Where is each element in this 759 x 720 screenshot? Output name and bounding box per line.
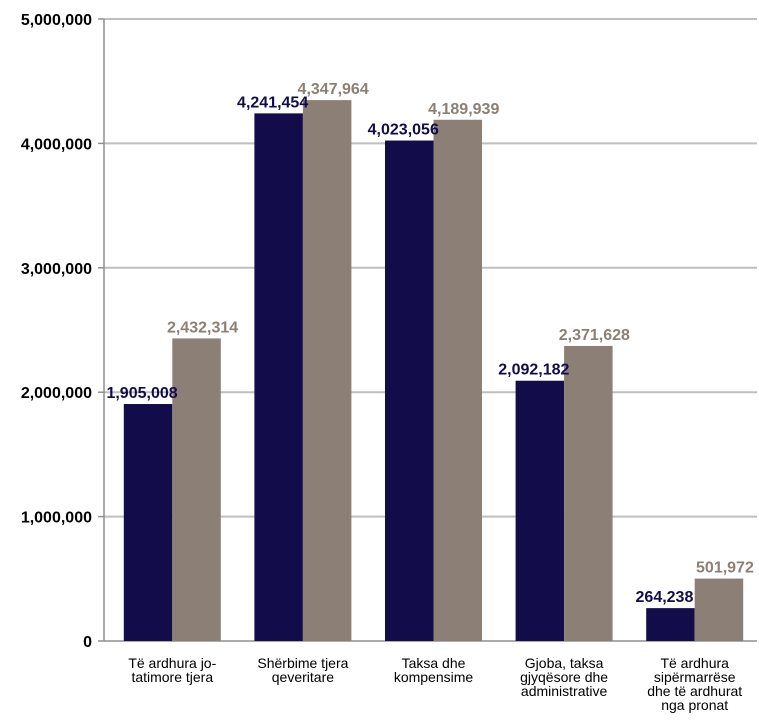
x-tick-label-line: dhe të ardhurat <box>647 683 742 699</box>
x-tick-label-line: kompensime <box>394 669 474 685</box>
x-tick-label-line: Taksa dhe <box>402 655 466 671</box>
x-tick-label: Shërbime tjera qeveritare <box>257 655 348 685</box>
bar-series-2 <box>433 119 482 641</box>
x-tick-label-line: qeveritare <box>272 669 334 685</box>
x-tick-label: Të ardhura sipërmarrëse dhe të ardhurat nga… <box>647 655 742 713</box>
y-tick-label: 5,000,000 <box>21 12 92 29</box>
data-label-series-1: 4,241,454 <box>237 94 308 111</box>
x-tick-label-line: Të ardhura jo- <box>128 655 216 671</box>
x-tick-label-line: gjyqësore dhe <box>520 669 608 685</box>
bar-series-1 <box>515 380 565 641</box>
x-tick-label-line: tatimore tjera <box>131 669 213 685</box>
x-axis: Të ardhura jo-tatimore tjera Shërbime tje… <box>128 655 742 713</box>
data-label-series-2: 2,371,628 <box>559 327 630 344</box>
x-tick-label-line: sipërmarrëse <box>654 669 736 685</box>
data-label-series-1: 2,092,182 <box>498 362 569 379</box>
y-tick-label: 3,000,000 <box>21 261 92 278</box>
y-tick-label: 2,000,000 <box>21 385 92 402</box>
y-tick-label: 4,000,000 <box>21 136 92 153</box>
bar-series-1 <box>123 404 173 641</box>
data-label-series-2: 2,432,314 <box>167 319 238 336</box>
bar-series-1 <box>385 140 434 641</box>
x-tick-label-line: nga pronat <box>661 697 728 713</box>
x-tick-label-line: Gjoba, taksa <box>525 655 604 671</box>
data-label-series-1: 264,238 <box>636 589 694 606</box>
bar-series-2 <box>172 338 221 641</box>
bar-series-2 <box>564 345 613 641</box>
bar-series-1 <box>254 113 303 642</box>
data-label-series-2: 4,347,964 <box>298 81 369 98</box>
y-tick-label: 0 <box>83 634 92 651</box>
x-tick-label-line: Të ardhura <box>660 655 729 671</box>
data-label-series-1: 1,905,008 <box>106 385 177 402</box>
x-tick-label: Të ardhura jo-tatimore tjera <box>128 655 216 685</box>
x-tick-label-line: administrative <box>521 683 608 699</box>
bar-series-2 <box>694 578 744 641</box>
x-tick-label-line: Shërbime tjera <box>257 655 348 671</box>
y-tick-label: 1,000,000 <box>21 510 92 527</box>
bar-series-1 <box>646 608 695 641</box>
x-tick-label: Gjoba, taksa gjyqësore dhe administrative <box>520 655 608 699</box>
data-label-series-2: 501,972 <box>696 560 754 577</box>
x-tick-label: Taksa dhe kompensime <box>394 655 474 685</box>
bars <box>123 100 744 642</box>
data-label-series-1: 4,023,056 <box>368 122 439 139</box>
bar-series-2 <box>302 100 352 641</box>
data-label-series-2: 4,189,939 <box>428 101 499 118</box>
y-axis: 0 1,000,000 2,000,000 3,000,000 4,000,000 5,0… <box>21 12 105 651</box>
